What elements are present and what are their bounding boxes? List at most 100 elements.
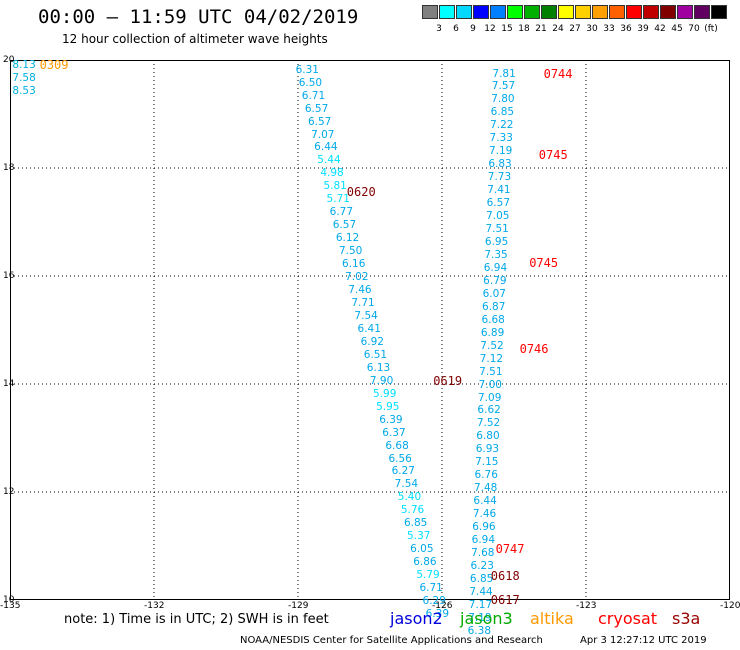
wave-height-label: 7.73 (487, 171, 512, 184)
wave-height-label: 7.00 (478, 378, 502, 391)
wave-height-label: 6.57 (307, 115, 332, 128)
wave-height-label: 6.37 (382, 426, 406, 439)
color-scale-label: 21 (535, 24, 547, 34)
wave-height-label: 7.02 (345, 271, 369, 284)
wave-height-label: 5.71 (326, 193, 350, 206)
color-swatch (626, 5, 642, 19)
wave-height-label: 6.29 (422, 595, 446, 608)
color-scale-label: 39 (637, 24, 649, 34)
longitude-tick-label: -132 (144, 601, 165, 611)
wave-height-label: 6.31 (295, 63, 319, 76)
note-text: note: 1) Time is in UTC; 2) SWH is in fe… (64, 612, 329, 627)
color-scale-label: 30 (586, 24, 598, 34)
wave-height-label: 6.85 (403, 517, 428, 530)
wave-height-label: 6.85 (469, 572, 494, 585)
wave-height-label: 6.05 (410, 543, 434, 556)
pass-number-label: 0619 (433, 374, 463, 389)
map-plot-area: 8.13 7.58 8.53 6.31 6.50 6.71 6.57 6.57 7.07 6.44… (10, 59, 730, 636)
longitude-tick-label: -135 (0, 601, 21, 611)
color-swatch (643, 5, 659, 19)
wave-height-label: 7.54 (354, 309, 378, 322)
color-scale-label: 3 (436, 24, 442, 34)
color-swatch (694, 5, 710, 19)
color-scale-label: 42 (654, 24, 666, 34)
wave-height-label: 7.48 (473, 482, 498, 495)
latitude-tick-label: 14 (3, 379, 15, 389)
wave-height-label: 7.51 (479, 365, 503, 378)
color-swatch (592, 5, 608, 19)
color-scale-label: 33 (603, 24, 615, 34)
wave-height-label: 6.57 (332, 219, 357, 232)
color-scale-label: 24 (552, 24, 564, 34)
wave-height-label: 6.57 (304, 102, 329, 115)
color-scale-label: 12 (484, 24, 496, 34)
wave-height-label: 7.46 (348, 284, 372, 297)
wave-height-label: 7.33 (489, 132, 513, 145)
pass-number-label: 0746 (519, 341, 549, 356)
wave-height-label: 6.80 (476, 430, 500, 443)
wave-height-label: 7.17 (468, 598, 493, 611)
wave-height-label: 7.90 (369, 374, 394, 387)
wave-height-label: 4.98 (320, 167, 344, 180)
wave-height-label: 7.19 (488, 145, 513, 158)
wave-height-label: 7.58 (12, 72, 36, 85)
color-swatch (660, 5, 676, 19)
wave-height-label: 7.46 (472, 508, 497, 521)
map-grid (10, 60, 730, 600)
color-scale-label: 27 (569, 24, 581, 34)
wave-height-label: 5.40 (397, 491, 422, 504)
wave-height-label: 6.96 (472, 521, 496, 534)
wave-height-label: 7.80 (491, 93, 515, 106)
wave-height-label: 6.71 (419, 582, 443, 595)
pass-number-label: 0617 (490, 593, 520, 607)
wave-height-label: 6.85 (490, 106, 515, 119)
wave-height-label: 5.37 (407, 530, 431, 543)
pass-number-label: 0618 (490, 568, 520, 583)
color-swatch (456, 5, 472, 19)
wave-height-label: 7.12 (479, 352, 504, 365)
color-scale-label: 9 (470, 24, 476, 34)
wave-height-label: 6.77 (329, 206, 354, 219)
wave-height-label: 5.99 (373, 387, 397, 400)
wave-height-label: 7.54 (394, 478, 419, 491)
wave-height-label: 6.93 (475, 443, 500, 456)
legend-altika: altika (530, 609, 574, 628)
wave-height-label: 6.76 (474, 469, 498, 482)
wave-height-label: 7.35 (484, 248, 508, 261)
color-swatch (507, 5, 523, 19)
legend-jason2: jason2 (390, 609, 443, 628)
wave-height-label: 6.41 (357, 322, 381, 335)
color-scale-label: 18 (518, 24, 530, 34)
wave-height-label: 6.57 (486, 197, 511, 210)
map-title: 00:00 – 11:59 UTC 04/02/2019 (38, 6, 359, 28)
wave-height-label: 6.92 (360, 335, 384, 348)
wave-height-label: 7.50 (338, 245, 363, 258)
wave-height-label: 6.27 (391, 465, 415, 478)
color-scale-label: (ft) (704, 24, 718, 34)
color-scale-label: 70 (688, 24, 700, 34)
wave-height-label: 6.95 (484, 235, 509, 248)
wave-height-label: 6.39 (425, 608, 450, 621)
wave-height-label: 7.57 (491, 80, 516, 93)
legend-s3a: s3a (672, 609, 701, 628)
wave-height-label: 6.83 (488, 158, 512, 171)
pass-number-label: 0745 (529, 255, 559, 270)
wave-height-label: 6.16 (342, 258, 366, 271)
wave-height-label: 5.81 (323, 180, 347, 193)
wave-height-label: 6.56 (388, 452, 412, 465)
latitude-tick-label: 16 (3, 271, 15, 281)
color-swatch (473, 5, 489, 19)
wave-height-label: 7.68 (471, 547, 495, 560)
footer-credit: NOAA/NESDIS Center for Satellite Applica… (240, 635, 543, 646)
pass-number-label: 0747 (495, 541, 525, 556)
wave-height-label: 6.12 (335, 232, 360, 245)
wave-height-label: 6.62 (477, 404, 501, 417)
longitude-tick-label: -120 (720, 601, 740, 611)
longitude-tick-label: -123 (576, 601, 597, 611)
wave-height-label: 7.05 (486, 210, 510, 223)
wave-height-label: 7.44 (469, 585, 493, 598)
map-frame (10, 60, 730, 600)
longitude-tick-label: -126 (432, 601, 453, 611)
legend-jason3: jason3 (460, 609, 513, 628)
wave-height-label: 6.50 (298, 76, 323, 89)
